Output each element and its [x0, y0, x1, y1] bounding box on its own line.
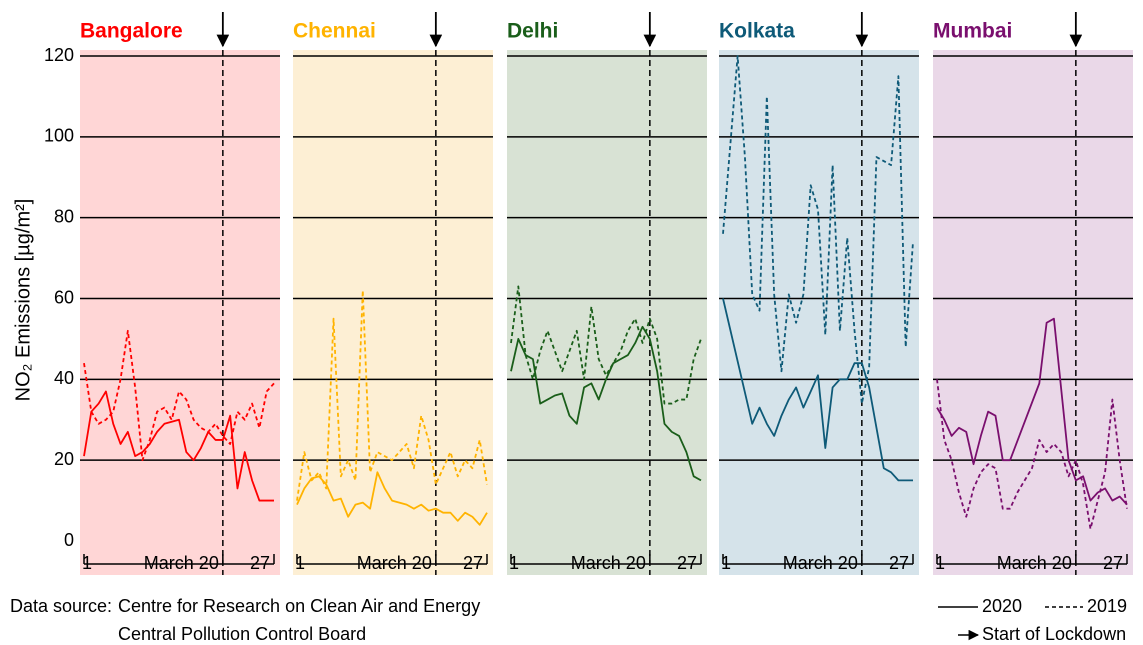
panel-background — [507, 50, 707, 575]
panel-title: Mumbai — [933, 20, 1012, 43]
y-axis-label: NO₂ Emissions [µg/m²] — [12, 199, 34, 402]
panel-background — [933, 50, 1133, 575]
legend-label: 2020 — [982, 596, 1022, 616]
x-tick-label: 27 — [250, 553, 270, 573]
y-tick-label: 20 — [54, 449, 74, 469]
y-tick-label: 0 — [64, 530, 74, 550]
x-tick-label: March 20 — [571, 553, 646, 573]
x-tick-label: 1 — [509, 553, 519, 573]
line-2020 — [510, 325, 702, 482]
x-tick-label: 1 — [721, 553, 731, 573]
line-2019 — [936, 379, 1128, 530]
x-tick-label: 27 — [1103, 553, 1123, 573]
panel-background — [293, 50, 493, 575]
panel-background — [80, 50, 280, 575]
x-tick-label: March 20 — [783, 553, 858, 573]
line-2019 — [510, 285, 702, 405]
panel-title: Delhi — [507, 20, 558, 43]
panel-title: Kolkata — [719, 20, 795, 43]
line-2019 — [83, 329, 275, 462]
y-tick-label: 120 — [44, 45, 74, 65]
y-tick-label: 40 — [54, 368, 74, 388]
x-tick-label: March 20 — [357, 553, 432, 573]
x-tick-label: 27 — [463, 553, 483, 573]
panel-background — [719, 50, 919, 575]
panel-title: Bangalore — [80, 20, 183, 43]
source-line: Centre for Research on Clean Air and Ene… — [118, 596, 480, 616]
line-2020 — [83, 390, 274, 502]
x-tick-label: 1 — [935, 553, 945, 573]
line-2019 — [296, 289, 488, 501]
legend-label: 2019 — [1087, 596, 1127, 616]
line-2019 — [722, 55, 914, 405]
panel-title: Chennai — [293, 20, 376, 43]
x-tick-label: 1 — [82, 553, 92, 573]
line-2020 — [722, 298, 913, 482]
x-tick-label: 27 — [677, 553, 697, 573]
y-tick-label: 100 — [44, 126, 74, 146]
source-line: Central Pollution Control Board — [118, 624, 366, 644]
y-tick-label: 80 — [54, 206, 74, 226]
line-2020 — [296, 471, 488, 526]
x-tick-label: 27 — [889, 553, 909, 573]
x-tick-label: 1 — [295, 553, 305, 573]
y-tick-label: 60 — [54, 287, 74, 307]
x-tick-label: March 20 — [144, 553, 219, 573]
source-label: Data source: — [10, 596, 112, 616]
legend-label: Start of Lockdown — [982, 624, 1126, 644]
x-tick-label: March 20 — [997, 553, 1072, 573]
